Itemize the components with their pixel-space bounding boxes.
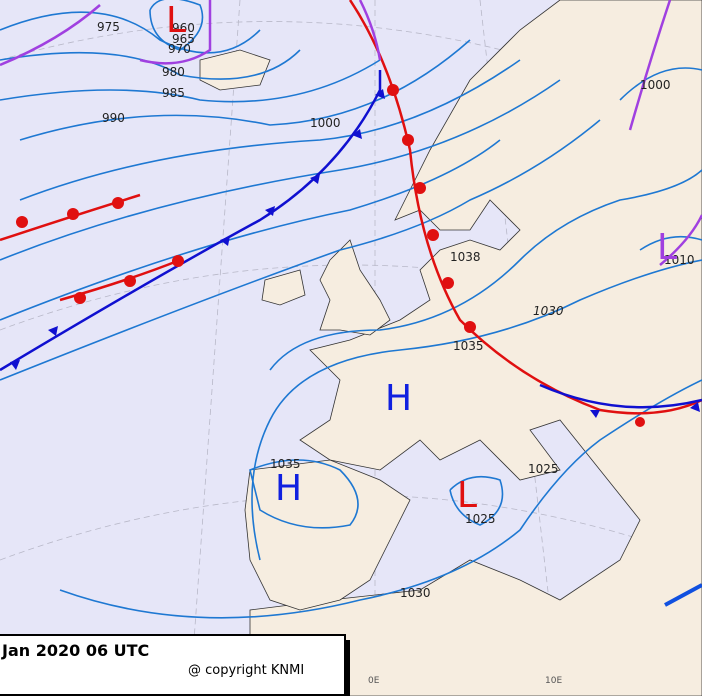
isobar-label: 970 xyxy=(168,42,191,56)
isobar-label: 1030 xyxy=(400,586,431,600)
longitude-label: 10E xyxy=(545,676,562,686)
isobar-label: 960 xyxy=(172,21,195,35)
isobar-label: 965 xyxy=(172,32,195,46)
high-center: H xyxy=(385,378,412,419)
isobar-label: 1030 xyxy=(533,304,564,318)
isobar-label: 990 xyxy=(102,111,125,125)
isobar-label: 1025 xyxy=(528,462,559,476)
isobar-label: 1025 xyxy=(465,512,496,526)
isobar-label: 985 xyxy=(162,86,185,100)
isobar-label: 975 xyxy=(97,20,120,34)
isobars xyxy=(0,0,702,619)
isobar-label: 1010 xyxy=(664,253,695,267)
isobar-label: 1035 xyxy=(270,457,301,471)
low-center: L xyxy=(657,227,677,268)
isobar-label: 1038 xyxy=(450,250,481,264)
isobar-label: 1000 xyxy=(640,78,671,92)
footer-copyright: @ copyright KNMI xyxy=(188,663,304,678)
fronts xyxy=(0,0,702,607)
low-center: L xyxy=(457,475,477,516)
footer-box xyxy=(0,634,346,696)
isobar-labels: 975 960 965 970 980 985 990 1000 1038 10… xyxy=(97,20,695,600)
isobar-label: 1035 xyxy=(453,339,484,353)
high-center: H xyxy=(275,468,302,509)
isobar-label: 1000 xyxy=(310,116,341,130)
land xyxy=(199,0,702,696)
low-center: L xyxy=(166,0,186,41)
isobar-label: 980 xyxy=(162,65,185,79)
longitude-label: 0E xyxy=(368,676,380,686)
footer: Jan 2020 06 UTC @ copyright KNMI xyxy=(0,634,350,696)
footer-shadow xyxy=(345,640,350,696)
pressure-centers: L H H L L xyxy=(166,0,677,516)
footer-date: Jan 2020 06 UTC xyxy=(1,641,149,660)
